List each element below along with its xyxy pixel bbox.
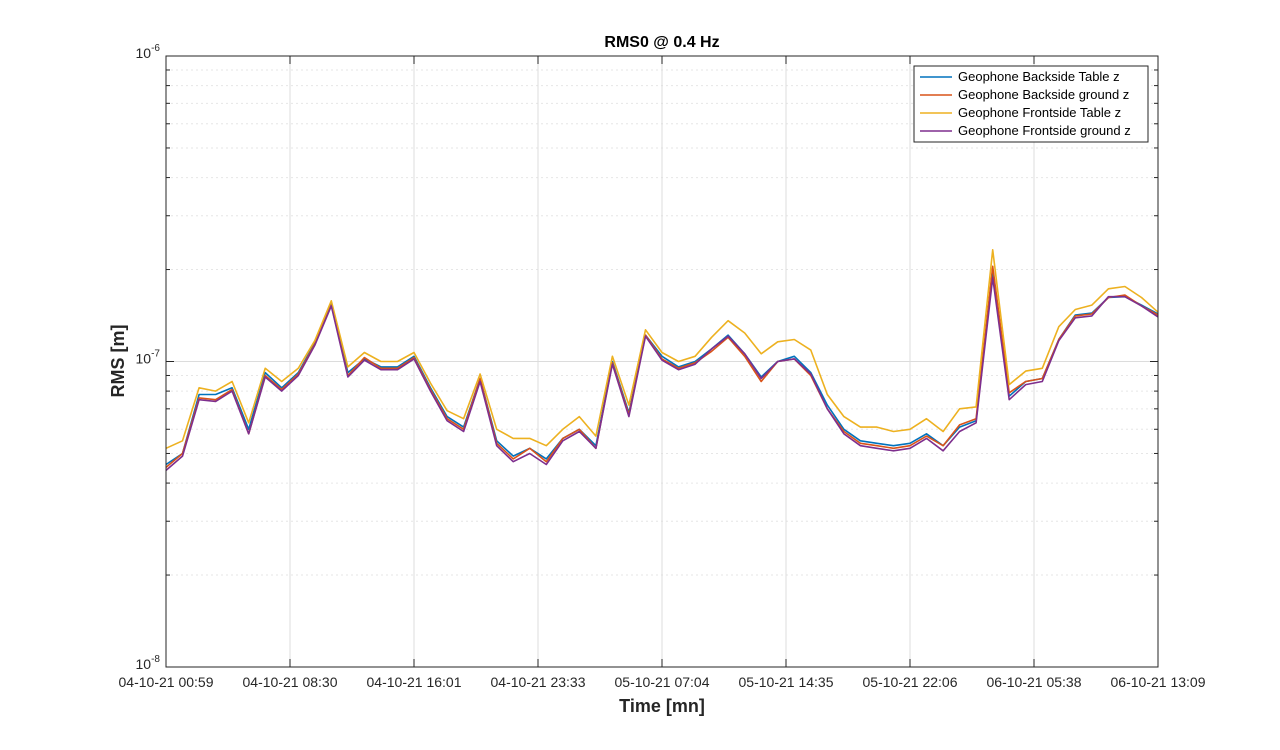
y-tick-label: 10-8 — [136, 654, 161, 672]
x-axis-title: Time [mn] — [619, 696, 705, 716]
legend-box — [913, 65, 1149, 143]
tick-layer: 10-810-710-604-10-21 00:59 04-10-21 08:30… — [119, 43, 1206, 690]
x-tick-label: 06-10-21 13:09 — [1111, 674, 1206, 690]
legend: Geophone Backside Table z Geophone Backsi… — [913, 65, 1149, 143]
y-tick-exponent: -8 — [151, 654, 160, 665]
y-axis-title: RMS [m] — [108, 325, 128, 398]
y-tick-label: 10-6 — [136, 43, 161, 61]
legend-items: Geophone Backside Table z Geophone Backsi… — [920, 69, 1131, 138]
y-tick-base: 10 — [136, 45, 152, 61]
y-tick-exponent: -7 — [151, 349, 160, 360]
chart-title: RMS0 @ 0.4 Hz — [604, 34, 719, 51]
series-line-3 — [165, 249, 1159, 450]
series-layer — [165, 249, 1159, 472]
y-tick-base: 10 — [136, 656, 152, 672]
x-tick-label: 05-10-21 14:35 — [739, 674, 834, 690]
legend-label: Geophone Backside ground z — [958, 87, 1129, 102]
x-tick-label: 04-10-21 08:30 — [243, 674, 338, 690]
x-tick-label: 04-10-21 00:59 — [119, 674, 214, 690]
legend-label: Geophone Frontside Table z — [958, 105, 1121, 120]
legend-label: Geophone Backside Table z — [958, 69, 1120, 84]
y-tick-exponent: -6 — [151, 43, 160, 54]
x-tick-label: 05-10-21 22:06 — [863, 674, 958, 690]
x-tick-label: 05-10-21 07:04 — [615, 674, 710, 690]
series-line-4 — [165, 276, 1159, 472]
x-tick-label: 04-10-21 16:01 — [367, 674, 462, 690]
y-tick-base: 10 — [136, 351, 152, 367]
x-tick-label: 06-10-21 05:38 — [987, 674, 1082, 690]
x-tick-label: 04-10-21 23:33 — [491, 674, 586, 690]
legend-label: Geophone Frontside ground z — [958, 123, 1131, 138]
y-tick-label: 10-7 — [136, 349, 161, 367]
